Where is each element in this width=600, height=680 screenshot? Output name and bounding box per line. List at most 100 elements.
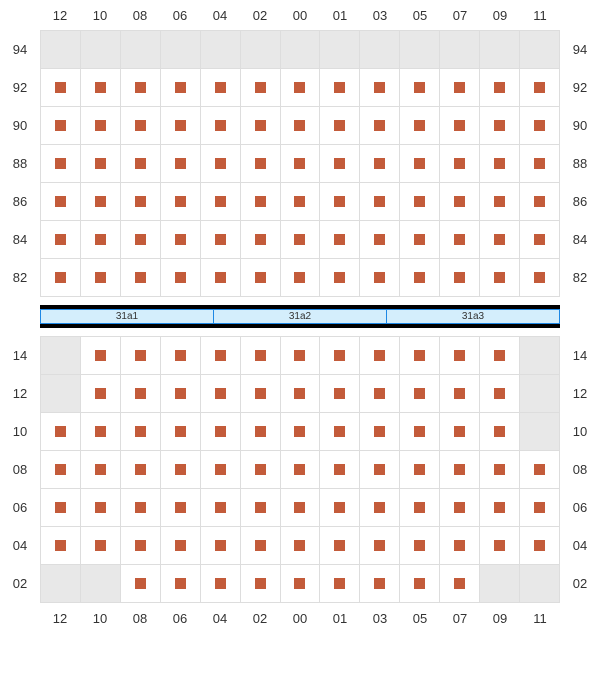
seat[interactable] <box>520 145 560 183</box>
seat[interactable] <box>360 259 400 297</box>
seat[interactable] <box>161 69 201 107</box>
seat[interactable] <box>480 107 520 145</box>
seat[interactable] <box>320 489 360 527</box>
seat[interactable] <box>161 183 201 221</box>
seat[interactable] <box>400 489 440 527</box>
seat[interactable] <box>480 527 520 565</box>
seat[interactable] <box>121 69 161 107</box>
seat[interactable] <box>201 527 241 565</box>
seat[interactable] <box>281 451 321 489</box>
seat[interactable] <box>81 337 121 375</box>
seat[interactable] <box>241 375 281 413</box>
seat[interactable] <box>440 451 480 489</box>
seat[interactable] <box>320 107 360 145</box>
seat[interactable] <box>480 413 520 451</box>
seat[interactable] <box>520 221 560 259</box>
seat[interactable] <box>281 565 321 603</box>
seat[interactable] <box>480 145 520 183</box>
seat[interactable] <box>241 527 281 565</box>
seat[interactable] <box>400 145 440 183</box>
seat[interactable] <box>320 451 360 489</box>
seat[interactable] <box>400 451 440 489</box>
seat[interactable] <box>281 107 321 145</box>
seat[interactable] <box>121 451 161 489</box>
seat[interactable] <box>400 565 440 603</box>
seat[interactable] <box>360 69 400 107</box>
seat[interactable] <box>360 183 400 221</box>
seat[interactable] <box>281 337 321 375</box>
seat[interactable] <box>320 375 360 413</box>
seat[interactable] <box>241 107 281 145</box>
seat[interactable] <box>440 565 480 603</box>
seat[interactable] <box>161 527 201 565</box>
seat[interactable] <box>480 489 520 527</box>
seat[interactable] <box>41 69 81 107</box>
seat[interactable] <box>121 375 161 413</box>
seat[interactable] <box>41 451 81 489</box>
seat[interactable] <box>520 259 560 297</box>
seat[interactable] <box>320 527 360 565</box>
seat[interactable] <box>480 259 520 297</box>
seat[interactable] <box>121 527 161 565</box>
seat[interactable] <box>320 221 360 259</box>
seat[interactable] <box>201 69 241 107</box>
seat[interactable] <box>41 489 81 527</box>
seat[interactable] <box>320 413 360 451</box>
seat[interactable] <box>320 565 360 603</box>
seat[interactable] <box>480 375 520 413</box>
seat[interactable] <box>440 259 480 297</box>
seat[interactable] <box>241 69 281 107</box>
seat[interactable] <box>121 413 161 451</box>
seat[interactable] <box>41 259 81 297</box>
seat[interactable] <box>161 451 201 489</box>
seat[interactable] <box>281 259 321 297</box>
seat[interactable] <box>121 489 161 527</box>
seat[interactable] <box>440 183 480 221</box>
seat[interactable] <box>201 259 241 297</box>
seat[interactable] <box>201 107 241 145</box>
seat[interactable] <box>121 565 161 603</box>
seat[interactable] <box>400 107 440 145</box>
seat[interactable] <box>281 221 321 259</box>
seat[interactable] <box>400 527 440 565</box>
seat[interactable] <box>440 375 480 413</box>
seat[interactable] <box>400 337 440 375</box>
seat[interactable] <box>440 489 480 527</box>
seat[interactable] <box>480 451 520 489</box>
seat[interactable] <box>161 489 201 527</box>
seat[interactable] <box>41 527 81 565</box>
seat[interactable] <box>281 183 321 221</box>
seat[interactable] <box>81 69 121 107</box>
seat[interactable] <box>161 259 201 297</box>
seat[interactable] <box>281 69 321 107</box>
seat[interactable] <box>360 375 400 413</box>
seat[interactable] <box>161 221 201 259</box>
seat[interactable] <box>41 145 81 183</box>
seat[interactable] <box>121 337 161 375</box>
seat[interactable] <box>281 375 321 413</box>
seat[interactable] <box>81 145 121 183</box>
seat[interactable] <box>520 107 560 145</box>
seat[interactable] <box>440 69 480 107</box>
seat[interactable] <box>360 107 400 145</box>
seat[interactable] <box>81 259 121 297</box>
seat[interactable] <box>360 337 400 375</box>
seat[interactable] <box>121 107 161 145</box>
seat[interactable] <box>241 451 281 489</box>
seat[interactable] <box>320 183 360 221</box>
seat[interactable] <box>480 221 520 259</box>
seat[interactable] <box>281 413 321 451</box>
seat[interactable] <box>41 183 81 221</box>
seat[interactable] <box>360 527 400 565</box>
seat[interactable] <box>201 221 241 259</box>
seat[interactable] <box>121 259 161 297</box>
seat[interactable] <box>400 259 440 297</box>
seat[interactable] <box>81 107 121 145</box>
seat[interactable] <box>400 69 440 107</box>
seat[interactable] <box>241 183 281 221</box>
seat[interactable] <box>480 337 520 375</box>
seat[interactable] <box>320 69 360 107</box>
seat[interactable] <box>360 145 400 183</box>
seat[interactable] <box>121 183 161 221</box>
seat[interactable] <box>201 413 241 451</box>
